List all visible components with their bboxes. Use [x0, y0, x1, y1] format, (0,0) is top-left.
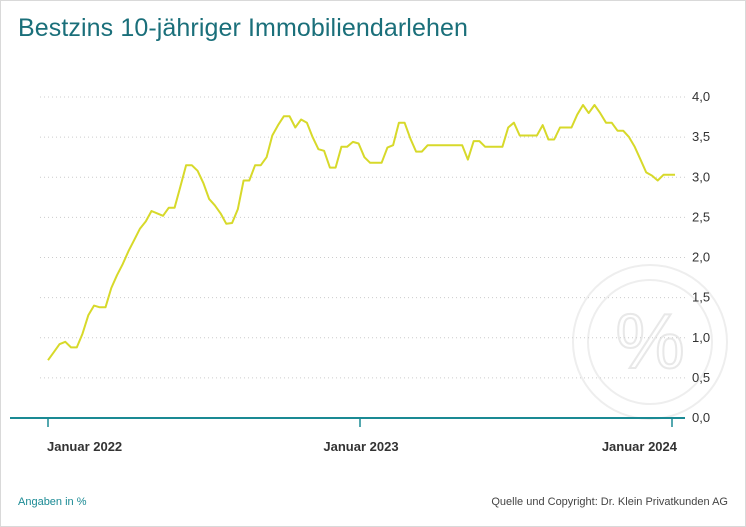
- unit-note: Angaben in %: [18, 496, 87, 508]
- series-line: [47, 104, 675, 361]
- x-tick-label: Januar 2023: [323, 439, 398, 454]
- source-note: Quelle und Copyright: Dr. Klein Privatku…: [491, 496, 728, 508]
- y-tick-label: 1,5: [692, 290, 710, 305]
- y-tick-label: 0,5: [692, 370, 710, 385]
- y-tick-label: 3,5: [692, 129, 710, 144]
- y-tick-label: 2,0: [692, 250, 710, 265]
- svg-text:%: %: [615, 297, 684, 385]
- x-tick-label: Januar 2024: [602, 439, 678, 454]
- y-tick-label: 2,5: [692, 209, 710, 224]
- page-title: Bestzins 10-jähriger Immobiliendarlehen: [18, 14, 468, 42]
- y-tick-label: 4,0: [692, 89, 710, 104]
- y-tick-label: 0,0: [692, 410, 710, 425]
- y-tick-label: 3,0: [692, 169, 710, 184]
- y-tick-label: 1,0: [692, 330, 710, 345]
- x-tick-label: Januar 2022: [47, 439, 122, 454]
